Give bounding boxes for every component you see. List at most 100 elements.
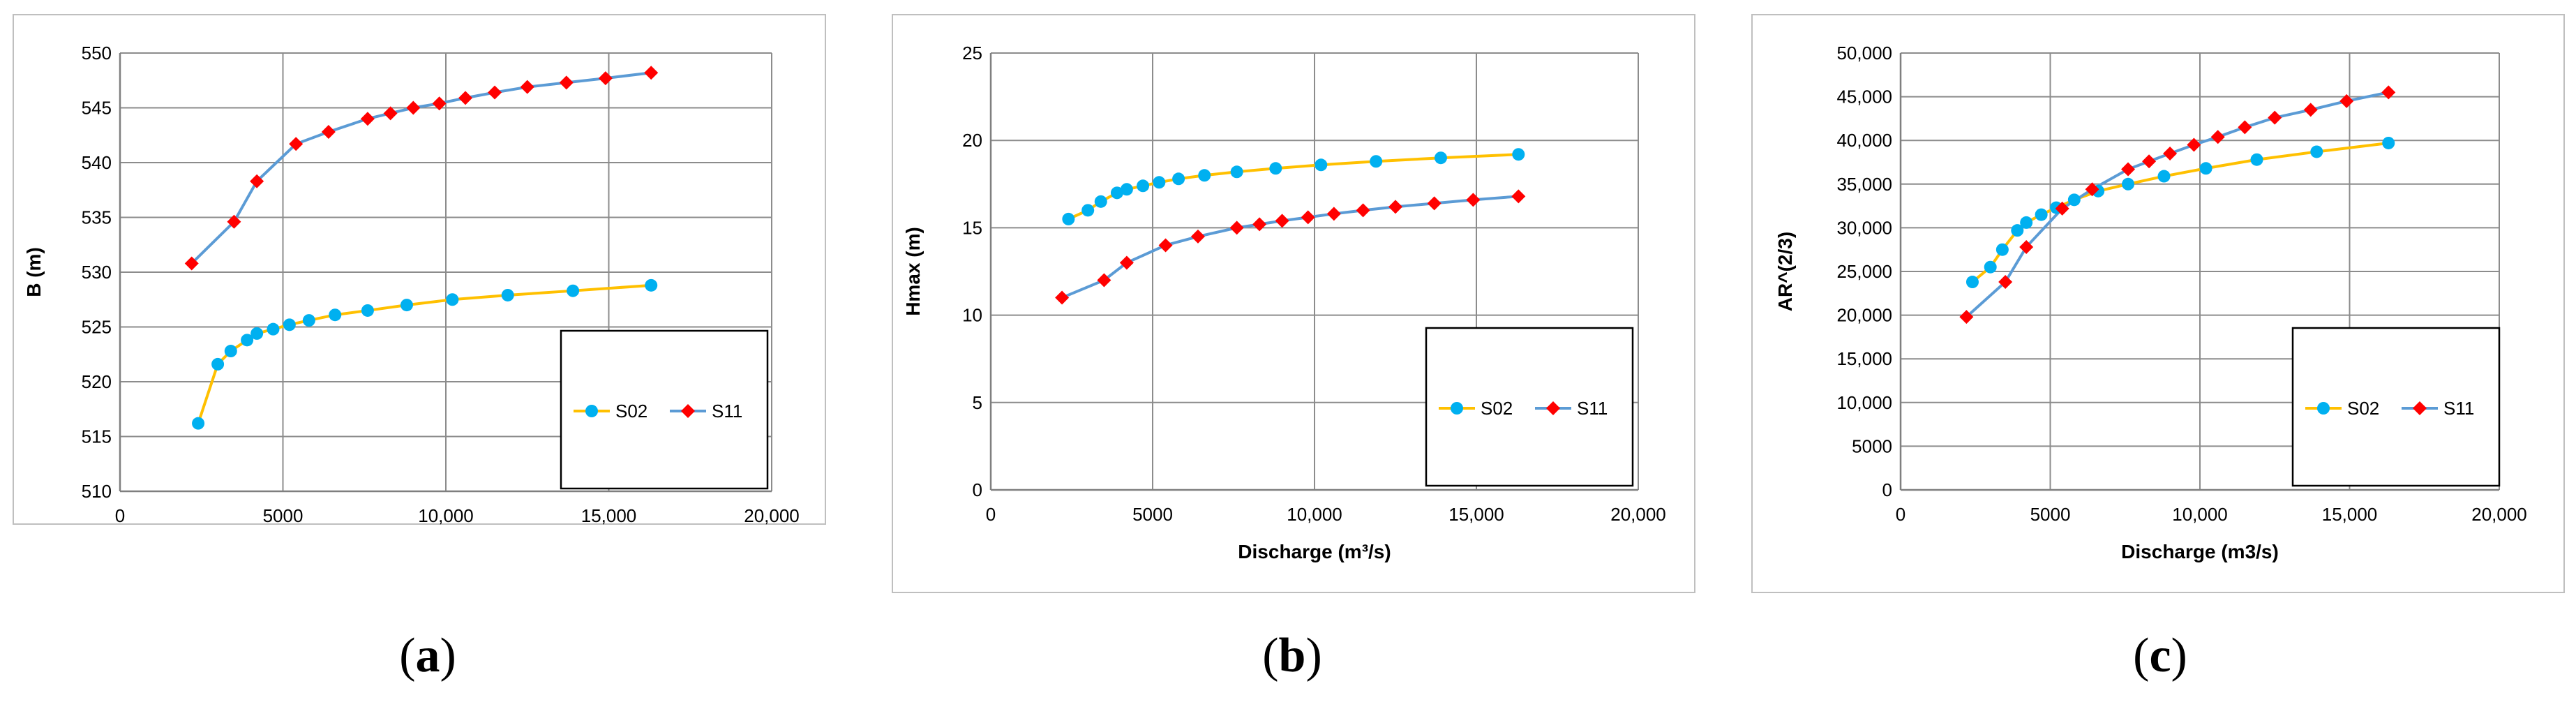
data-point-s11	[1055, 290, 1070, 305]
y-tick-label: 20	[962, 130, 982, 151]
data-point-s11	[184, 256, 199, 271]
data-point-s11	[2210, 130, 2225, 144]
x-tick-label: 15,000	[2322, 504, 2378, 525]
chart-c-svg: 0 5000 10,000 15,000 20,000 25,000 30,000 35,00…	[1774, 43, 2527, 562]
data-point-s02	[224, 345, 237, 358]
y-tick-label: 510	[82, 481, 112, 502]
data-point-s02	[400, 299, 413, 312]
data-point-s11	[1301, 210, 1315, 225]
data-point-s02	[250, 327, 264, 340]
data-point-s11	[1388, 200, 1402, 214]
data-point-s02	[1094, 195, 1107, 208]
x-tick-label: 5000	[1132, 504, 1173, 525]
y-tick-label: 45,000	[1836, 87, 1892, 107]
x-axis-title: Discharge (m3/s)	[2121, 541, 2279, 562]
chart-panel-b: 0 5 10 15 20 25 0 5000 10,000 15,000 20,000 Dischar…	[892, 14, 1695, 593]
x-tick-label: 15,000	[1448, 504, 1504, 525]
data-point-s02	[2199, 162, 2212, 175]
data-point-s02	[2382, 136, 2395, 149]
data-point-s11	[1511, 189, 1526, 204]
data-point-s02	[1120, 183, 1133, 196]
data-point-s11	[1158, 238, 1173, 253]
x-tick-label: 20,000	[744, 505, 800, 526]
series-line-s02	[1068, 153, 1519, 221]
y-tick-label: 540	[82, 152, 112, 173]
y-tick-label: 5000	[1852, 435, 1892, 456]
data-point-s11	[432, 96, 447, 111]
data-point-s02	[283, 318, 296, 331]
x-tick-label: 10,000	[2172, 504, 2228, 525]
data-point-s11	[1959, 310, 1974, 325]
data-point-s02	[1198, 169, 1211, 182]
y-tick-label: 0	[1882, 479, 1892, 500]
data-point-s02	[192, 417, 205, 430]
legend-marker-s11	[2413, 401, 2427, 415]
legend-marker-s02	[2317, 402, 2330, 415]
data-point-s02	[1230, 165, 1243, 179]
data-point-s11	[1252, 217, 1267, 232]
y-tick-label: 535	[82, 207, 112, 228]
data-point-s02	[211, 357, 225, 371]
data-point-s11	[1229, 221, 1244, 235]
series-line-s02	[1971, 141, 2389, 283]
x-axis-title: Discharge (m³/s)	[1238, 541, 1391, 562]
y-tick-label: 10,000	[1836, 392, 1892, 413]
data-point-s02	[361, 304, 374, 317]
legend-label-s11: S11	[1577, 398, 1608, 419]
data-point-s11	[1356, 203, 1370, 218]
data-point-s02	[2067, 193, 2081, 207]
x-tick-label: 10,000	[1287, 504, 1342, 525]
chart-panel-a: 510 515 520 525 530 535 540 545 550 0 5000 10,000 15…	[13, 14, 826, 526]
chart-b-svg: 0 5 10 15 20 25 0 5000 10,000 15,000 20,000 Dischar…	[902, 43, 1666, 562]
y-tick-label: 545	[82, 98, 112, 119]
data-point-s11	[2121, 162, 2136, 177]
data-point-s11	[559, 75, 574, 90]
data-point-s02	[2020, 216, 2033, 229]
data-point-s11	[321, 125, 336, 140]
data-point-s11	[2303, 103, 2318, 117]
data-point-s02	[1965, 276, 1979, 289]
data-point-s11	[2055, 201, 2069, 216]
y-tick-label: 5	[973, 392, 982, 413]
data-point-s11	[2187, 137, 2201, 152]
data-point-s02	[1512, 148, 1525, 161]
y-tick-label: 550	[82, 43, 112, 64]
y-tick-label: 15,000	[1836, 348, 1892, 369]
data-point-s02	[2310, 145, 2323, 158]
data-point-s11	[2381, 85, 2396, 100]
y-tick-label: 25	[962, 43, 982, 64]
data-point-s11	[598, 71, 613, 86]
series-line-s11	[1061, 195, 1519, 299]
data-point-s11	[2019, 239, 2034, 254]
data-point-s02	[645, 278, 658, 292]
data-point-s02	[2035, 208, 2048, 221]
data-point-s02	[267, 322, 280, 336]
data-point-s02	[2157, 170, 2171, 183]
series-line-s11	[1965, 91, 2389, 318]
data-point-s11	[1190, 229, 1205, 244]
data-point-s11	[289, 137, 304, 151]
data-point-s02	[567, 284, 580, 297]
data-point-s02	[501, 288, 514, 301]
y-tick-label: 10	[962, 305, 982, 326]
legend-label-s11: S11	[2443, 398, 2474, 419]
y-tick-label: 15	[962, 217, 982, 238]
subfigure-label-b: (b)	[1262, 629, 1322, 683]
data-point-s11	[488, 85, 502, 100]
data-point-s02	[241, 334, 254, 347]
y-axis-title: B (m)	[23, 247, 45, 297]
data-point-s02	[1062, 212, 1075, 225]
data-point-s11	[1466, 193, 1481, 207]
x-tick-label: 20,000	[2471, 504, 2527, 525]
data-point-s02	[1984, 260, 1997, 274]
data-point-s02	[1434, 151, 1447, 165]
legend-label-s11: S11	[712, 401, 742, 422]
y-tick-label: 520	[82, 371, 112, 392]
data-point-s02	[329, 308, 342, 322]
x-tick-label: 20,000	[1610, 504, 1666, 525]
data-point-s11	[2142, 154, 2157, 169]
y-axis-title: Hmax (m)	[902, 227, 924, 316]
data-point-s02	[2011, 224, 2024, 237]
x-tick-label: 15,000	[581, 505, 637, 526]
data-point-s11	[1427, 196, 1441, 211]
